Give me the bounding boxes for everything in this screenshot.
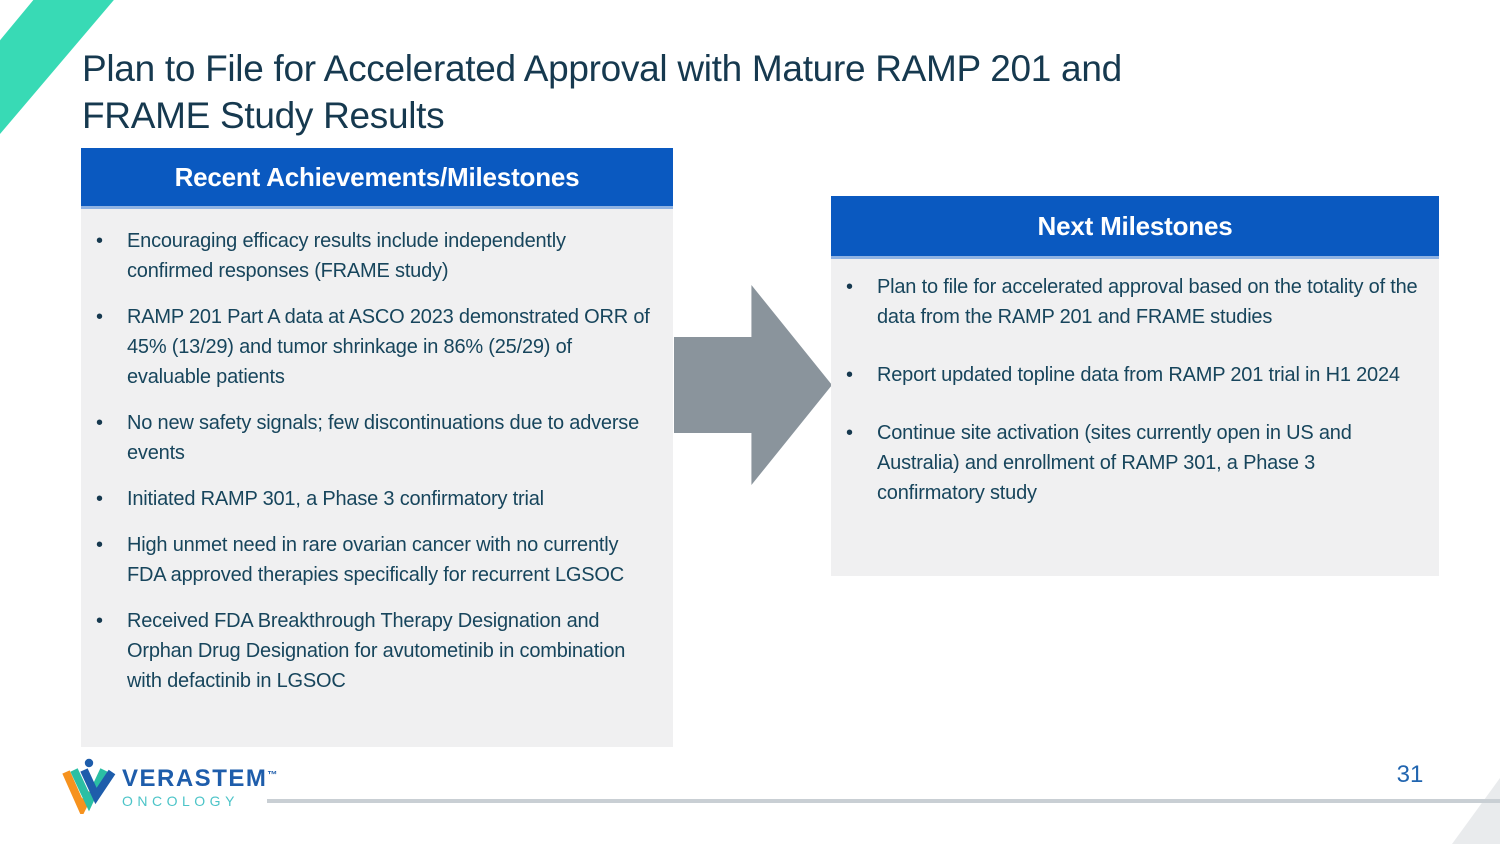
logo-trademark: ™ (267, 770, 278, 781)
verastem-logo-text: VERASTEM™ ONCOLOGY (122, 756, 277, 809)
slide-title-line1: Plan to File for Accelerated Approval wi… (82, 47, 1122, 89)
logo-subtitle: ONCOLOGY (122, 793, 239, 809)
verastem-logo-icon (62, 758, 116, 814)
slide-title-line2: FRAME Study Results (82, 94, 445, 136)
slide-title: Plan to File for Accelerated Approval wi… (82, 45, 1422, 139)
recent-achievements-header: Recent Achievements/Milestones (81, 148, 673, 209)
bullet-item: High unmet need in rare ovarian cancer w… (96, 530, 653, 590)
page-number: 31 (1396, 761, 1424, 788)
gray-diagonal-accent (1452, 778, 1500, 844)
footer-divider-line (267, 799, 1500, 803)
bullet-item: Plan to file for accelerated approval ba… (846, 272, 1419, 332)
bullet-item: Encouraging efficacy results include ind… (96, 226, 653, 286)
bullet-item: Received FDA Breakthrough Therapy Design… (96, 606, 653, 696)
bullet-item: No new safety signals; few discontinuati… (96, 408, 653, 468)
bullet-item: RAMP 201 Part A data at ASCO 2023 demons… (96, 302, 653, 392)
right-arrow-icon (674, 285, 832, 485)
recent-achievements-body: Encouraging efficacy results include ind… (81, 209, 673, 747)
next-milestones-header: Next Milestones (831, 196, 1439, 259)
logo-wordmark: VERASTEM™ (122, 764, 277, 791)
bullet-item: Continue site activation (sites currentl… (846, 418, 1419, 508)
bullet-item: Report updated topline data from RAMP 20… (846, 360, 1419, 390)
recent-achievements-panel: Recent Achievements/Milestones Encouragi… (81, 148, 673, 747)
next-milestones-panel: Next Milestones Plan to file for acceler… (831, 196, 1439, 576)
bullet-item: Initiated RAMP 301, a Phase 3 confirmato… (96, 484, 653, 514)
logo-name-text: VERASTEM (122, 765, 268, 792)
recent-achievements-list: Encouraging efficacy results include ind… (96, 226, 653, 696)
next-milestones-list: Plan to file for accelerated approval ba… (846, 272, 1419, 508)
verastem-logo: VERASTEM™ ONCOLOGY (60, 756, 277, 814)
next-milestones-body: Plan to file for accelerated approval ba… (831, 259, 1439, 576)
